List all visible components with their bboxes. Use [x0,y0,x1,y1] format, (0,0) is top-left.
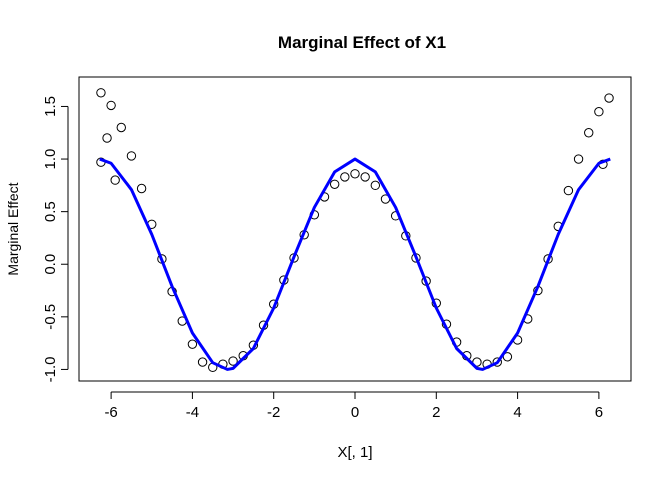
scatter-point [573,154,584,164]
scatter-point [370,180,381,191]
x-tick-label: -4 [186,404,199,421]
y-tick-label: -1.0 [42,356,59,382]
x-tick-label: 0 [351,404,359,421]
scatter-point [492,357,502,367]
scatter-point [563,185,574,196]
scatter-point [594,107,604,117]
x-tick-label: -6 [104,404,117,421]
scatter-point [360,172,370,182]
scatter-point [126,151,137,161]
x-axis-label: X[, 1] [337,444,372,461]
curve [99,157,611,371]
y-tick-label: 0.5 [42,201,59,222]
y-tick-label: -0.5 [42,304,59,330]
scatter-point [96,88,106,98]
scatter-point [502,352,513,362]
x-tick-label: 6 [595,404,603,421]
scatter-point [329,179,340,189]
scatter-point [187,339,198,349]
scatter-point [472,357,482,367]
y-axis-label: Marginal Effect [5,182,21,275]
scatter-point [106,100,116,111]
scatter-point [584,128,594,138]
scatter-point [110,175,120,185]
scatter-point [136,183,147,194]
scatter-point [102,133,112,143]
y-tick-label: 0.0 [42,254,59,275]
chart-title: Marginal Effect of X1 [278,33,446,52]
scatter-point [350,169,360,179]
y-tick-label: 1.5 [42,96,59,117]
scatter-point [228,356,238,366]
x-tick-label: -2 [267,404,280,421]
scatter-point [340,172,350,182]
scatter-point [604,93,614,103]
x-tick-label: 4 [513,404,521,421]
scatter-point [197,357,208,367]
y-tick-label: 1.0 [42,149,59,170]
x-tick-label: 2 [432,404,440,421]
scatter-point [116,122,126,133]
plot-frame [78,76,632,382]
